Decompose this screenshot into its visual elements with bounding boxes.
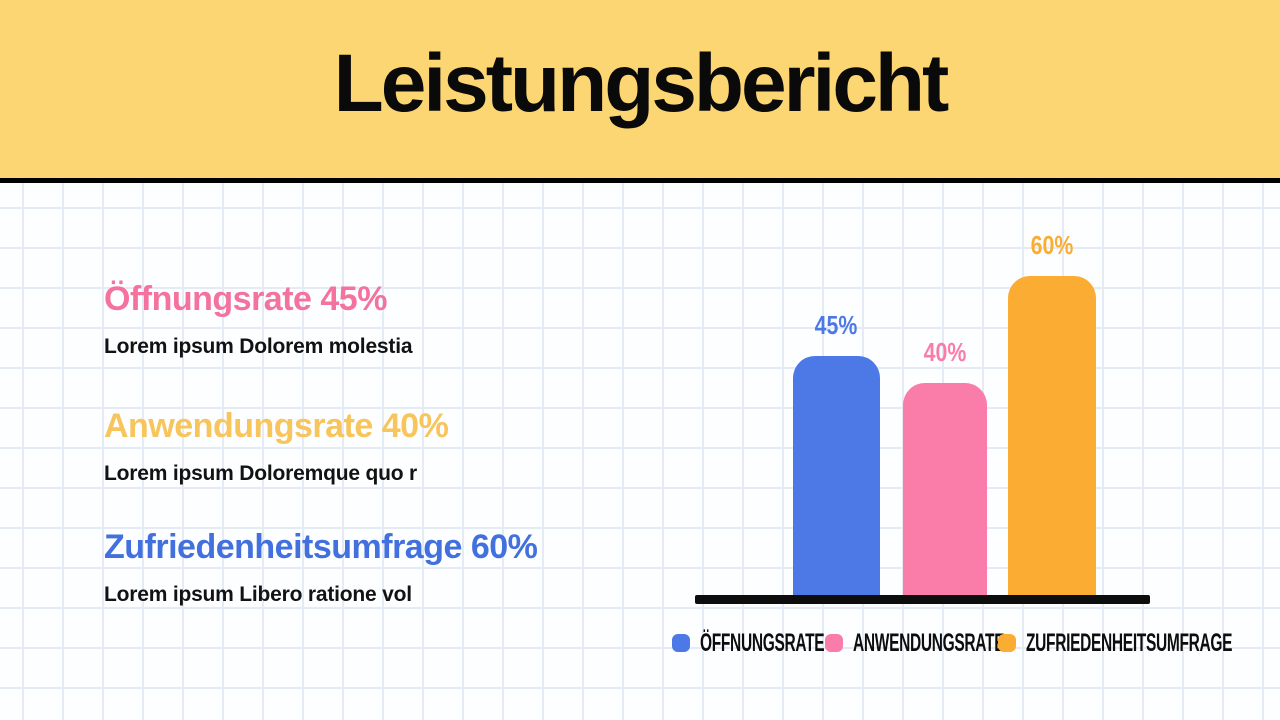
header-band: Leistungsbericht <box>0 0 1280 183</box>
chart-bar-group: 60% <box>1008 232 1096 596</box>
legend-label: ÖFFNUNGSRATE <box>700 628 825 657</box>
page-title: Leistungsbericht <box>333 38 950 129</box>
bar-value-label: 60% <box>1030 230 1074 260</box>
stat-section-zufriedenheitsumfrage: Zufriedenheitsumfrage 60% Lorem ipsum Li… <box>104 528 684 607</box>
chart-legend: ÖFFNUNGSRATE ANWENDUNGSRATE ZUFRIEDENHEI… <box>0 629 1280 657</box>
bar-anwendungsrate <box>903 383 987 596</box>
stat-heading: Zufriedenheitsumfrage 60% <box>104 528 538 566</box>
legend-item: ÖFFNUNGSRATE <box>672 629 900 657</box>
bar-chart: 45% 40% 60% <box>695 232 1150 604</box>
stat-description: Lorem ipsum Doloremque quo r <box>104 462 417 486</box>
legend-swatch-icon <box>825 634 843 652</box>
legend-swatch-icon <box>998 634 1016 652</box>
stat-heading: Öffnungsrate 45% <box>104 280 387 318</box>
legend-item: ZUFRIEDENHEITSUMFRAGE <box>998 629 1280 657</box>
stat-heading: Anwendungsrate 40% <box>104 407 449 445</box>
stat-section-oeffnungsrate: Öffnungsrate 45% Lorem ipsum Dolorem mol… <box>104 280 684 359</box>
stat-description: Lorem ipsum Dolorem molestia <box>104 335 413 359</box>
stat-description: Lorem ipsum Libero ratione vol <box>104 583 412 607</box>
bar-zufriedenheitsumfrage <box>1008 276 1096 596</box>
chart-bar-group: 45% <box>793 240 880 596</box>
legend-label: ZUFRIEDENHEITSUMFRAGE <box>1026 628 1233 657</box>
bar-value-label: 45% <box>815 310 858 340</box>
stat-section-anwendungsrate: Anwendungsrate 40% Lorem ipsum Doloremqu… <box>104 407 684 486</box>
chart-axis-line <box>695 595 1150 604</box>
bar-value-label: 40% <box>923 337 967 367</box>
legend-label: ANWENDUNGSRATE <box>853 628 1005 657</box>
legend-item: ANWENDUNGSRATE <box>825 629 1097 657</box>
legend-swatch-icon <box>672 634 690 652</box>
chart-bar-group: 40% <box>903 240 987 596</box>
bar-oeffnungsrate <box>793 356 880 596</box>
